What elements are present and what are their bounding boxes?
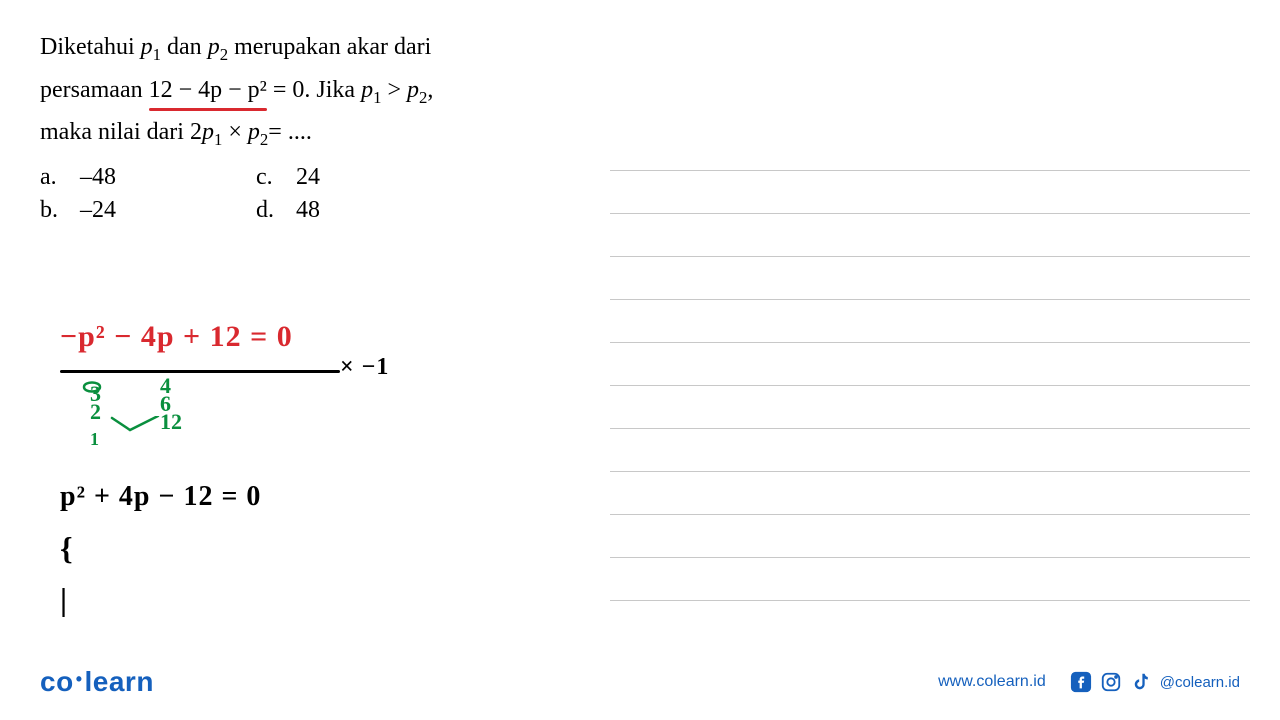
question-block: Diketahui p1 dan p2 merupakan akar dari … xyxy=(40,28,600,154)
hw-brace-1: { xyxy=(60,523,460,574)
ruled-line xyxy=(610,557,1250,558)
social-handle: @colearn.id xyxy=(1160,674,1240,691)
ruled-line xyxy=(610,385,1250,386)
footer: co•learn www.colearn.id @colearn.id xyxy=(0,666,1280,698)
handwritten-work: −p² − 4p + 12 = 0 × −1 3 2 1 4 6 12 p² +… xyxy=(60,320,460,625)
hw-brace-2: | xyxy=(60,574,460,625)
equation-underlined: 12 − 4p − p² xyxy=(149,71,267,109)
option-value: 24 xyxy=(296,164,320,191)
option-d: d. 48 xyxy=(256,197,320,224)
facebook-icon xyxy=(1070,671,1092,693)
hw-multiply: × −1 xyxy=(340,354,389,381)
eq-part: 12 − 4p − p² xyxy=(149,77,267,103)
sub: 1 xyxy=(153,45,161,64)
option-b: b. –24 xyxy=(40,197,116,224)
ruled-line xyxy=(610,170,1250,171)
website-url: www.colearn.id xyxy=(938,673,1046,691)
social-icons: @colearn.id xyxy=(1070,671,1240,693)
ruled-line xyxy=(610,213,1250,214)
var: p xyxy=(248,119,260,145)
hw-divider-line xyxy=(60,370,340,373)
option-c: c. 24 xyxy=(256,164,320,191)
text: , xyxy=(427,77,433,103)
text: > xyxy=(381,77,407,103)
text: dan xyxy=(161,34,208,60)
option-letter: d. xyxy=(256,197,282,224)
text: = 0 xyxy=(267,77,305,103)
ruled-line xyxy=(610,299,1250,300)
logo-learn: learn xyxy=(85,666,154,697)
tiktok-icon xyxy=(1130,671,1152,693)
var: p xyxy=(361,77,373,103)
question-line-1: Diketahui p1 dan p2 merupakan akar dari xyxy=(40,28,600,69)
var: p xyxy=(202,119,214,145)
text: = .... xyxy=(268,119,312,145)
hw-equation-1: −p² − 4p + 12 = 0 xyxy=(60,320,460,354)
text: persamaan xyxy=(40,77,149,103)
hw-factor: 2 xyxy=(90,399,101,424)
ruled-line xyxy=(610,600,1250,601)
hw-circle-icon xyxy=(80,375,104,399)
question-line-3: maka nilai dari 2p1 × p2= .... xyxy=(40,113,600,154)
hw-factor: 12 xyxy=(160,409,182,435)
option-value: 48 xyxy=(296,197,320,224)
hw-equation-2: p² + 4p − 12 = 0 xyxy=(60,481,460,513)
instagram-icon xyxy=(1100,671,1122,693)
text: Diketahui xyxy=(40,34,141,60)
option-value: –24 xyxy=(80,197,116,224)
logo-dot-icon: • xyxy=(76,669,83,690)
hw-factor-list: 3 2 1 4 6 12 xyxy=(90,381,460,431)
ruled-note-area xyxy=(610,170,1250,643)
option-letter: a. xyxy=(40,164,66,191)
option-letter: b. xyxy=(40,197,66,224)
ruled-line xyxy=(610,256,1250,257)
colearn-logo: co•learn xyxy=(40,666,154,698)
option-value: –48 xyxy=(80,164,116,191)
hw-checkmark-icon xyxy=(110,416,160,434)
ruled-line xyxy=(610,342,1250,343)
question-line-2: persamaan 12 − 4p − p² = 0. Jika p1 > p2… xyxy=(40,71,600,112)
sub: 2 xyxy=(220,45,228,64)
hw-factor: 1 xyxy=(90,429,99,449)
text: maka nilai dari 2 xyxy=(40,119,202,145)
var: p xyxy=(407,77,419,103)
ruled-line xyxy=(610,428,1250,429)
option-letter: c. xyxy=(256,164,282,191)
ruled-line xyxy=(610,471,1250,472)
text: . Jika xyxy=(304,77,361,103)
logo-co: co xyxy=(40,666,74,697)
var-p1: p xyxy=(141,34,153,60)
text: merupakan akar dari xyxy=(228,34,431,60)
text: × xyxy=(222,119,248,145)
option-a: a. –48 xyxy=(40,164,116,191)
ruled-line xyxy=(610,514,1250,515)
var-p2: p xyxy=(208,34,220,60)
hw-brace: { | xyxy=(60,523,460,625)
